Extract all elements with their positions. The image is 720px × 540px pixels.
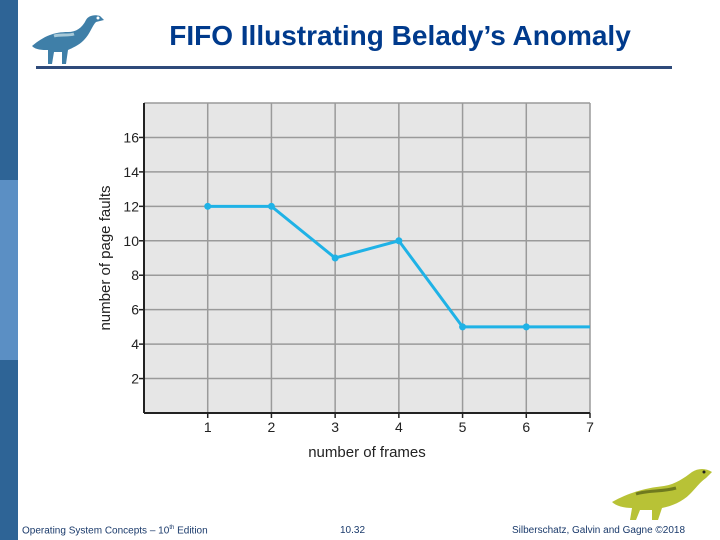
footer-course: Operating System Concepts – 10th Edition bbox=[22, 525, 208, 537]
side-bar-segment bbox=[0, 180, 18, 360]
data-point bbox=[395, 237, 403, 245]
x-axis-label: number of frames bbox=[308, 444, 426, 461]
y-tick-label: 12 bbox=[123, 198, 139, 214]
y-axis-label: number of page faults bbox=[97, 185, 114, 330]
y-tick-label: 14 bbox=[123, 164, 139, 180]
y-tick-label: 6 bbox=[131, 302, 139, 318]
data-point bbox=[267, 202, 275, 210]
footer-copyright: Silberschatz, Galvin and Gagne ©2018 bbox=[512, 525, 686, 536]
data-point bbox=[459, 323, 467, 331]
title-underline bbox=[36, 66, 672, 69]
y-tick-label: 10 bbox=[123, 233, 139, 249]
dinosaur-logo-icon bbox=[32, 15, 104, 65]
x-tick-label: 3 bbox=[331, 419, 339, 435]
y-tick-label: 16 bbox=[123, 129, 139, 145]
dinosaur-illustration-icon bbox=[612, 469, 712, 520]
plot-area bbox=[144, 103, 590, 413]
y-tick-label: 4 bbox=[131, 336, 139, 352]
footer-slide-number: 10.32 bbox=[340, 525, 366, 536]
x-tick-label: 4 bbox=[395, 419, 403, 435]
slide-title: FIFO Illustrating Belady’s Anomaly bbox=[169, 20, 631, 51]
data-point bbox=[522, 323, 530, 331]
side-bar bbox=[0, 0, 18, 540]
data-point bbox=[204, 202, 212, 210]
x-tick-label: 6 bbox=[522, 419, 530, 435]
x-tick-label: 2 bbox=[268, 419, 276, 435]
x-tick-label: 1 bbox=[204, 419, 212, 435]
x-tick-label: 5 bbox=[459, 419, 467, 435]
x-tick-label: 7 bbox=[586, 419, 594, 435]
y-tick-label: 2 bbox=[131, 371, 139, 387]
y-tick-label: 8 bbox=[131, 267, 139, 283]
data-point bbox=[331, 254, 339, 262]
